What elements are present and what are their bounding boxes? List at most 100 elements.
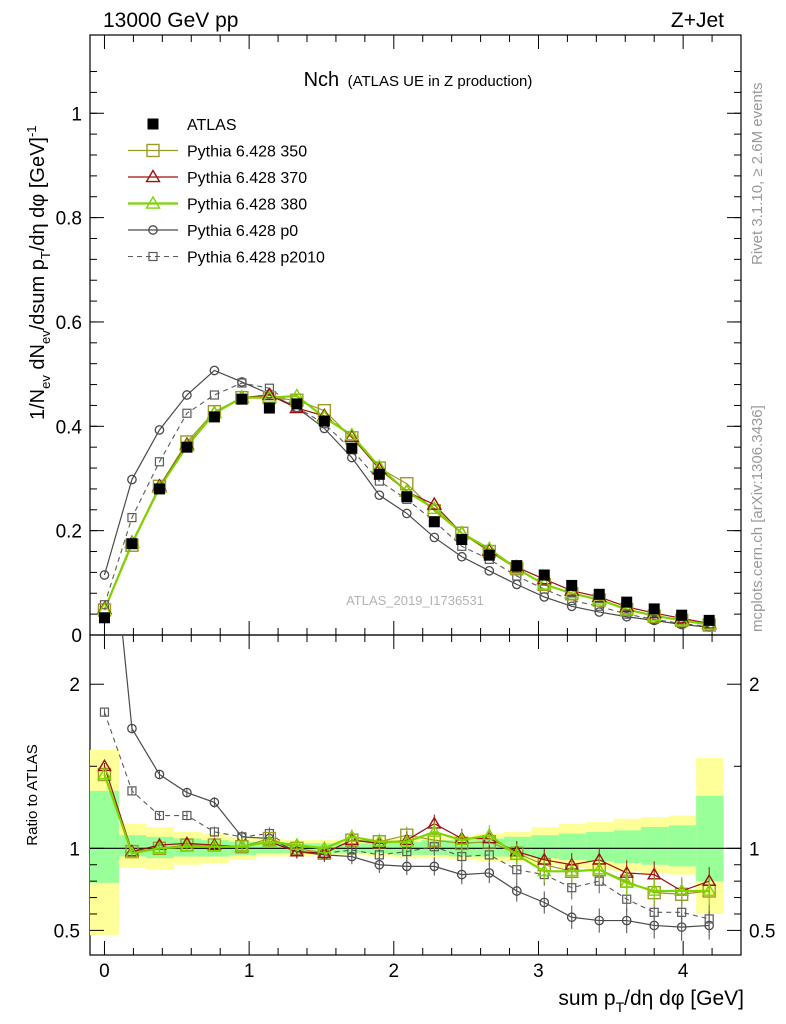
plot-title: Nch (ATLAS UE in Z production) bbox=[304, 69, 533, 91]
ratio-point-p380 bbox=[97, 767, 112, 780]
main-point-p370 bbox=[261, 387, 278, 401]
ratio-point-p0 bbox=[127, 723, 137, 734]
ratio-point-p0 bbox=[566, 912, 577, 923]
ratio-point-p2010 bbox=[209, 827, 220, 837]
ratio-point-p380 bbox=[317, 840, 332, 854]
ratio-point-p380 bbox=[124, 845, 140, 859]
main-point-p0 bbox=[566, 601, 577, 612]
main-point-atlas bbox=[373, 468, 385, 480]
ratio-point-p0 bbox=[511, 886, 522, 896]
ratio-point-p0 bbox=[100, 450, 108, 458]
ratio-point-p0 bbox=[429, 861, 440, 872]
main-point-atlas bbox=[153, 483, 165, 495]
main-point-atlas bbox=[511, 560, 523, 572]
main-point-p2010 bbox=[154, 457, 165, 467]
main-point-p0 bbox=[209, 365, 220, 376]
ratio-point-p380 bbox=[509, 847, 524, 860]
main-point-p380 bbox=[646, 607, 662, 621]
legend-label-p380: Pythia 6.428 380 bbox=[187, 197, 307, 214]
ratio-series-line-p2010 bbox=[103, 711, 710, 920]
legend-label-p350: Pythia 6.428 350 bbox=[187, 144, 307, 161]
main-point-atlas bbox=[181, 441, 193, 453]
ratio-point-p380 bbox=[372, 834, 387, 847]
energy-label: 13000 GeV pp bbox=[103, 9, 238, 32]
legend-label-p2010: Pythia 6.428 p2010 bbox=[187, 250, 325, 267]
main-point-p380 bbox=[618, 601, 635, 615]
ratio-point-p380 bbox=[344, 829, 360, 842]
ratio-point-p0 bbox=[594, 915, 605, 926]
ratio-point-p380 bbox=[427, 824, 442, 837]
ratio-y-tick-label-right: 0.5 bbox=[749, 921, 775, 942]
ratio-point-p2010 bbox=[649, 907, 659, 917]
main-point-atlas bbox=[648, 603, 660, 615]
main-point-p2010 bbox=[182, 408, 192, 418]
ratio-y-axis-label: Ratio to ATLAS bbox=[24, 744, 41, 845]
main-point-p0 bbox=[374, 490, 385, 501]
main-point-p2010 bbox=[99, 600, 110, 610]
ratio-y-tick-label: 1 bbox=[69, 839, 80, 860]
ratio-point-p370 bbox=[97, 758, 112, 772]
main-point-p0 bbox=[127, 474, 137, 485]
main-point-p0 bbox=[456, 551, 467, 562]
main-point-p380 bbox=[426, 500, 443, 514]
main-point-p2010 bbox=[649, 614, 659, 624]
main-point-p380 bbox=[261, 389, 278, 403]
main-point-atlas bbox=[208, 411, 220, 423]
x-tick-label: 3 bbox=[533, 961, 544, 982]
main-point-p0 bbox=[154, 425, 165, 435]
main-point-atlas bbox=[676, 609, 688, 621]
ratio-point-p2010 bbox=[154, 810, 165, 821]
main-point-p2010 bbox=[127, 513, 137, 523]
main-point-p0 bbox=[99, 570, 110, 580]
main-point-atlas bbox=[428, 516, 440, 528]
x-axis-label: sum pT/dη dφ [GeV] bbox=[558, 987, 744, 1015]
main-point-p370 bbox=[426, 496, 443, 510]
ratio-point-p0 bbox=[539, 897, 550, 908]
legend-label-atlas: ATLAS bbox=[187, 117, 237, 134]
main-point-atlas bbox=[593, 588, 605, 600]
main-point-atlas bbox=[346, 442, 358, 454]
main-point-atlas bbox=[318, 415, 330, 427]
main-point-p380 bbox=[536, 576, 552, 590]
ratio-point-p380 bbox=[234, 839, 250, 852]
x-tick-label: 4 bbox=[678, 961, 689, 982]
main-y-tick-label: 0.6 bbox=[56, 313, 82, 334]
ratio-point-p380 bbox=[399, 834, 415, 847]
main-point-atlas bbox=[126, 538, 138, 550]
ratio-point-p0 bbox=[401, 861, 412, 872]
main-series-line-p2010 bbox=[103, 382, 710, 628]
ratio-point-p2010 bbox=[512, 865, 522, 875]
side-label-source: mcplots.cern.ch [arXiv:1306.3436] bbox=[749, 405, 766, 632]
ratio-point-p0 bbox=[209, 797, 220, 808]
plot-title-main: Nch bbox=[304, 69, 340, 91]
main-point-atlas bbox=[401, 491, 413, 503]
ratio-point-p380 bbox=[289, 837, 305, 850]
main-point-atlas bbox=[703, 614, 715, 626]
main-point-p380 bbox=[564, 585, 580, 599]
ratio-band-green bbox=[90, 790, 119, 883]
main-plot: 0 0.2 0.4 0.6 0.8 1 bbox=[56, 35, 741, 647]
side-label-rivet: Rivet 3.1.10, ≥ 2.6M events bbox=[749, 83, 766, 266]
main-series-line-p380 bbox=[103, 394, 710, 626]
main-y-tick-label: 0.2 bbox=[56, 522, 82, 543]
ratio-point-p2010 bbox=[567, 883, 577, 893]
ratio-band-green bbox=[586, 831, 614, 862]
ratio-band-green bbox=[256, 841, 284, 854]
main-point-atlas bbox=[566, 579, 578, 591]
ratio-plot: 0.5 0.5 1 1 2 2 0 1 2 3 4 bbox=[54, 450, 775, 982]
main-point-p380 bbox=[344, 427, 360, 441]
main-point-p0 bbox=[594, 607, 605, 617]
main-point-atlas bbox=[291, 398, 303, 410]
ratio-point-p380 bbox=[701, 883, 717, 896]
ratio-point-p380 bbox=[592, 862, 607, 875]
main-y-tick-label: 0 bbox=[71, 626, 82, 647]
ratio-point-p380 bbox=[179, 839, 195, 852]
main-series-line-p350 bbox=[103, 397, 710, 626]
ratio-band-green bbox=[668, 825, 697, 867]
main-point-p2010 bbox=[567, 595, 577, 606]
ratio-point-p0 bbox=[484, 868, 495, 878]
legend-label-p370: Pythia 6.428 370 bbox=[187, 170, 307, 187]
main-point-atlas bbox=[621, 596, 633, 608]
main-point-p2010 bbox=[209, 390, 220, 400]
